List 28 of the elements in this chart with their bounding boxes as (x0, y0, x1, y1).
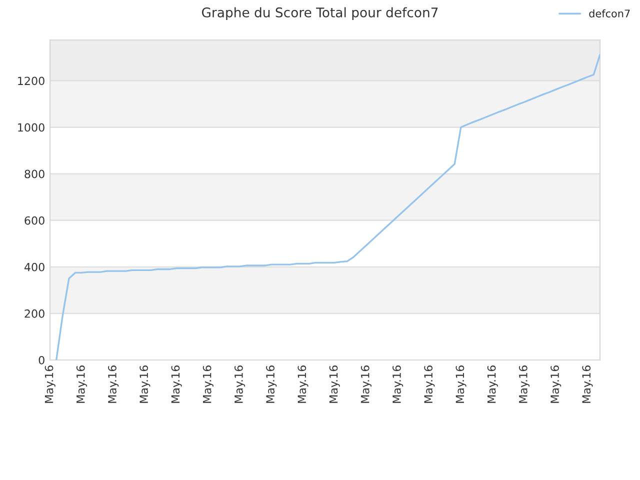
x-tick-label: May.16 (298, 366, 308, 403)
x-tick-label: May.16 (424, 366, 435, 403)
x-tick-label: May.16 (140, 366, 150, 403)
x-tick-label: May.16 (202, 366, 214, 403)
x-tick-label: May.16 (108, 366, 119, 403)
x-tick-label: May.16 (392, 366, 404, 403)
y-tick-label: 600 (24, 216, 44, 225)
x-tick-label: May.16 (171, 366, 182, 403)
y-tick-label: 1200 (18, 76, 44, 86)
x-tick-label: May.16 (550, 366, 562, 403)
y-tick-label: 0 (38, 356, 44, 364)
line-series (55, 54, 600, 360)
y-tick-label: 800 (24, 170, 44, 178)
x-tick-label: May.16 (266, 366, 277, 403)
x-tick-label: May.16 (329, 366, 340, 403)
x-tick-label: May.16 (518, 366, 530, 403)
x-tick-label: May.16 (360, 366, 372, 403)
x-tick-label: May.16 (234, 366, 246, 403)
y-tick-label: 200 (24, 309, 44, 318)
x-tick-label: May.16 (456, 366, 466, 403)
x-tick-label: May.16 (44, 366, 56, 403)
chart-title: Graphe du Score Total pour defcon7 (202, 7, 438, 20)
y-tick-label: 1000 (18, 123, 44, 132)
y-tick-label: 400 (24, 262, 44, 272)
x-tick-label: May.16 (76, 366, 87, 403)
x-tick-label: May.16 (582, 366, 593, 403)
legend-label: defcon7 (589, 9, 630, 18)
x-tick-label: May.16 (487, 366, 498, 403)
